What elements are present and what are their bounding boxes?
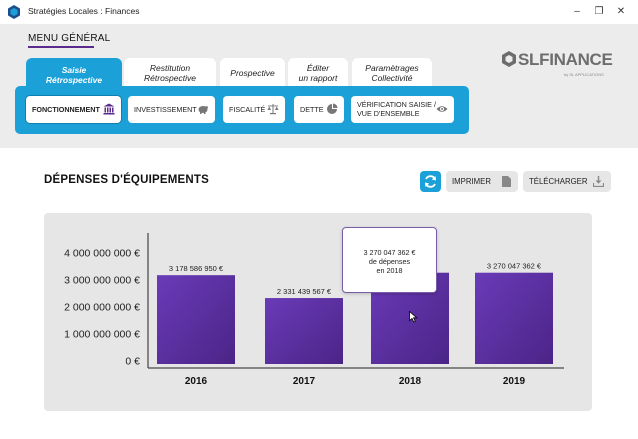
print-button[interactable]: IMPRIMER	[446, 171, 518, 192]
tab-label-line2: Rétrospective	[45, 75, 103, 85]
subtab-label: DETTE	[300, 105, 324, 114]
subtab-dette[interactable]: DETTE	[294, 96, 344, 123]
bar-2019[interactable]	[475, 272, 553, 364]
subtab-verification-saisie[interactable]: VÉRIFICATION SAISIE / VUE D'ENSEMBLE	[351, 96, 454, 123]
print-label: IMPRIMER	[452, 177, 491, 186]
refresh-icon	[425, 175, 436, 188]
tab-label-line2: Rétrospective	[144, 72, 196, 83]
refresh-button[interactable]	[420, 171, 441, 192]
subtab-label-line2: VUE D'ENSEMBLE	[357, 108, 420, 118]
tab-parametrages-collectivite[interactable]: Paramètrages Collectivité	[352, 58, 432, 87]
subtab-panel: FONCTIONNEMENT INVESTISSEMENT FISCALITÉ	[15, 86, 469, 134]
y-tick-label: 4 000 000 000 €	[64, 248, 140, 260]
tab-label-line2: Collectivité	[371, 72, 413, 83]
sl-logo-icon	[502, 51, 516, 67]
x-tick-label: 2019	[503, 376, 526, 387]
menu-title: MENU GÉNÉRAL	[28, 33, 111, 44]
logo-brand-text: SLFINANCE	[518, 50, 613, 69]
tooltip-line3: en 2018	[376, 266, 403, 275]
tab-editer-rapport[interactable]: Éditer un rapport	[288, 58, 348, 87]
main-menu-area: MENU GÉNÉRAL Saisie Rétrospective Restitu…	[0, 24, 638, 148]
subtab-label-line1: VÉRIFICATION SAISIE /	[357, 100, 436, 109]
x-tick-label: 2017	[293, 376, 316, 387]
bank-icon	[103, 103, 115, 115]
y-tick-label: 2 000 000 000 €	[64, 302, 140, 314]
chart-card: 0 € 1 000 000 000 € 2 000 000 000 € 3 000 0…	[44, 213, 592, 411]
title-bar: Stratégies Locales : Finances – ❐ ✕	[0, 0, 638, 24]
minimize-button[interactable]: –	[574, 6, 580, 17]
piggy-bank-icon	[198, 106, 208, 114]
y-tick-label: 3 000 000 000 €	[64, 275, 140, 287]
bar-2016[interactable]	[157, 275, 235, 364]
y-tick-label: 0 €	[125, 356, 140, 368]
eye-icon	[436, 106, 448, 112]
subtab-label: FONCTIONNEMENT	[32, 105, 100, 114]
maximize-button[interactable]: ❐	[594, 6, 604, 17]
tab-label-line1: Prospective	[230, 67, 275, 78]
tab-label-line1: Éditer	[306, 62, 330, 73]
subtab-label: FISCALITÉ	[229, 105, 266, 114]
tooltip-value: 3 270 047 362 €	[363, 248, 416, 257]
x-tick-label: 2018	[399, 376, 422, 387]
tab-label-line1: Saisie	[61, 65, 87, 75]
page-title: DÉPENSES D'ÉQUIPEMENTS	[44, 174, 209, 186]
subtab-investissement[interactable]: INVESTISSEMENT	[128, 96, 215, 123]
document-icon	[502, 176, 511, 187]
download-button[interactable]: TÉLÉCHARGER	[523, 171, 611, 192]
bar-value-label: 2 331 439 567 €	[277, 287, 332, 296]
tooltip-line2: de dépenses	[368, 257, 411, 266]
bar-2017[interactable]	[265, 298, 343, 364]
download-label: TÉLÉCHARGER	[529, 177, 588, 186]
app-logo-icon	[8, 5, 20, 19]
mouse-cursor-icon	[409, 311, 418, 323]
bar-value-label: 3 178 586 950 €	[169, 264, 224, 273]
tab-prospective[interactable]: Prospective	[220, 58, 285, 87]
chart-tooltip: 3 270 047 362 € de dépenses en 2018	[342, 227, 437, 293]
menu-title-underline	[28, 46, 94, 48]
logo-tagline: by SL APPLICATIONS	[564, 72, 604, 77]
y-tick-label: 1 000 000 000 €	[64, 329, 140, 341]
tab-label-line1: Paramètrages	[365, 62, 419, 73]
download-icon	[593, 176, 604, 187]
tab-restitution-retrospective[interactable]: Restitution Rétrospective	[124, 58, 216, 87]
tab-label-line2: un rapport	[298, 72, 338, 83]
tab-label-line1: Restitution	[149, 62, 191, 73]
bar-value-label: 3 270 047 362 €	[487, 262, 542, 271]
scales-icon	[267, 104, 279, 115]
subtab-fonctionnement[interactable]: FONCTIONNEMENT	[26, 96, 121, 123]
subtab-fiscalite[interactable]: FISCALITÉ	[223, 96, 285, 123]
expenditure-bar-chart: 0 € 1 000 000 000 € 2 000 000 000 € 3 000 0…	[64, 233, 564, 387]
subtab-label: INVESTISSEMENT	[134, 105, 197, 114]
window-title: Stratégies Locales : Finances	[28, 6, 140, 16]
close-button[interactable]: ✕	[616, 6, 626, 17]
pie-chart-icon	[327, 103, 338, 114]
x-tick-label: 2016	[185, 376, 208, 387]
